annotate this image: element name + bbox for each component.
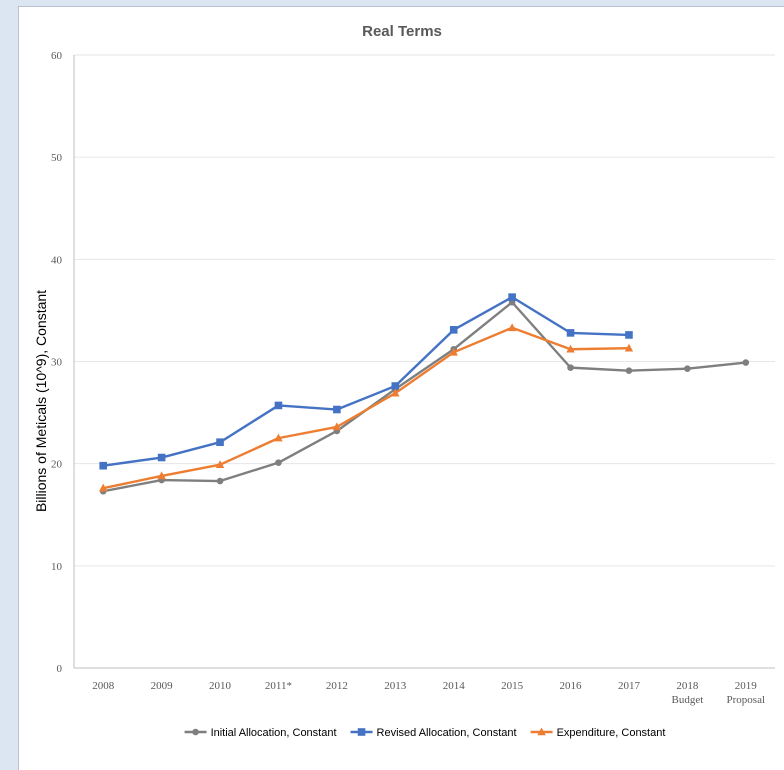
y-tick-label: 50: [51, 152, 63, 164]
legend-marker-initial-allocation-constant: [192, 728, 199, 736]
legend-marker-revised-allocation-constant: [357, 728, 366, 736]
y-tick-label: 10: [51, 561, 63, 573]
x-tick-label: 2015: [501, 680, 524, 692]
series-line-expenditure-constant: [102, 326, 629, 490]
data-point-initial-allocation-constant: [742, 359, 750, 366]
data-point-expenditure-constant: [566, 344, 575, 353]
x-tick-label: 2014: [443, 680, 466, 692]
data-point-revised-allocation-constant: [625, 331, 633, 339]
y-tick-label: 30: [51, 357, 63, 369]
data-point-expenditure-constant: [157, 471, 166, 480]
data-point-revised-allocation-constant: [449, 326, 458, 334]
line-chart: 0 10 20 30 40 50 60 2008 2009 2010 2011* 2012 2013 20…: [51, 50, 775, 739]
x-tick-label: 2011*: [265, 680, 292, 692]
data-point-expenditure-constant: [274, 433, 283, 442]
legend-label: Expenditure, Constant: [557, 727, 666, 739]
data-point-revised-allocation-constant: [216, 438, 224, 447]
x-tick-label: 2013: [384, 680, 407, 692]
data-point-revised-allocation-constant: [274, 401, 283, 410]
x-tick-label: 2012: [326, 680, 348, 692]
x-tick-sublabel: Budget: [671, 694, 703, 706]
series-line-revised-allocation-constant: [103, 295, 630, 467]
data-point-initial-allocation-constant: [275, 459, 282, 466]
y-tick-label: 60: [51, 50, 63, 62]
data-point-revised-allocation-constant: [99, 461, 108, 470]
data-point-expenditure-constant: [332, 422, 342, 431]
data-point-expenditure-constant: [99, 483, 108, 492]
data-point-expenditure-constant: [624, 343, 634, 352]
y-tick-label: 0: [57, 663, 63, 675]
data-point-initial-allocation-constant: [684, 365, 691, 372]
chart-frame: Real Terms Billions of Meticals (10^9), …: [18, 6, 784, 770]
x-tick-label: 2008: [92, 680, 115, 692]
x-tick-label: 2018: [676, 680, 699, 692]
x-tick-label: 2019: [735, 680, 758, 692]
data-point-expenditure-constant: [215, 460, 225, 468]
data-point-revised-allocation-constant: [566, 329, 575, 337]
data-point-revised-allocation-constant: [157, 453, 166, 462]
y-tick-label: 40: [51, 254, 63, 266]
data-point-initial-allocation-constant: [625, 367, 633, 374]
x-tick-label: 2017: [618, 680, 641, 692]
legend-label: Initial Allocation, Constant: [211, 727, 337, 739]
x-tick-sublabel: Proposal: [727, 694, 766, 706]
data-point-expenditure-constant: [449, 347, 458, 356]
data-point-revised-allocation-constant: [391, 382, 400, 390]
data-point-initial-allocation-constant: [567, 364, 574, 371]
y-tick-label: 20: [51, 459, 63, 471]
data-point-revised-allocation-constant: [508, 293, 516, 301]
chart-title: Real Terms: [362, 23, 442, 40]
series-line-initial-allocation-constant: [102, 301, 746, 493]
data-point-revised-allocation-constant: [333, 405, 341, 414]
data-point-expenditure-constant: [391, 388, 400, 397]
x-tick-label: 2010: [209, 680, 232, 692]
data-point-initial-allocation-constant: [216, 477, 224, 485]
x-tick-label: 2016: [560, 680, 583, 692]
legend-label: Revised Allocation, Constant: [377, 727, 517, 739]
x-tick-label: 2009: [151, 680, 174, 692]
data-point-expenditure-constant: [507, 323, 517, 332]
legend-marker-expenditure-constant: [537, 727, 546, 736]
